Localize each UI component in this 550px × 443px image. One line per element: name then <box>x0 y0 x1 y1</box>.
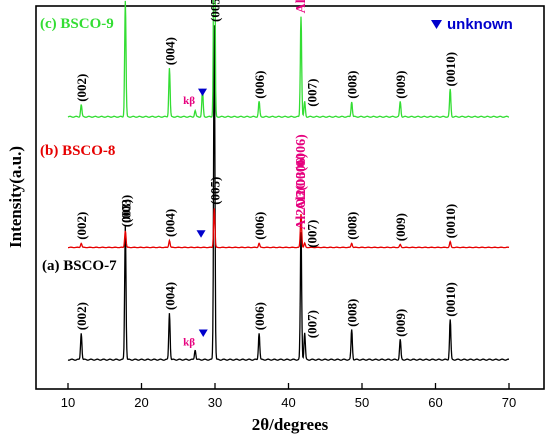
peak-label-005: (005) <box>207 177 222 205</box>
peak-label-002: (002) <box>74 302 89 330</box>
series-line-c-bsco-9 <box>67 0 510 118</box>
peak-label-0010: (0010) <box>443 282 458 317</box>
series-line-a-bsco-7 <box>67 25 509 361</box>
peak-label-002: (002) <box>74 74 89 102</box>
legend: unknown <box>431 16 513 33</box>
peak-label-009: (009) <box>393 213 408 241</box>
peak-label-008: (008) <box>345 212 360 240</box>
annotations: (a) BSCO-7 (002) (003) (004) (005) (006) Al2O3… <box>40 0 458 349</box>
x-axis-title: 2θ/degrees <box>252 415 329 434</box>
peak-label-009: (009) <box>393 71 408 99</box>
x-tick-label-10: 10 <box>61 395 75 410</box>
peak-label-009: (009) <box>393 309 408 337</box>
peak-label-0010: (0010) <box>443 52 458 87</box>
peak-label-004: (004) <box>162 37 177 65</box>
peak-label-007: (007) <box>305 79 320 107</box>
peak-label-al2o3-0006: Al2O3(0006) <box>294 0 309 13</box>
x-axis-ticks: 10 20 30 40 50 60 70 <box>61 383 516 410</box>
peak-label-007: (007) <box>305 310 320 338</box>
plot-frame <box>35 5 545 390</box>
x-tick-label-50: 50 <box>355 395 369 410</box>
x-tick-label-30: 30 <box>208 395 222 410</box>
x-tick-label-20: 20 <box>134 395 148 410</box>
y-axis-title: Intensity(a.u.) <box>6 146 25 248</box>
peak-label-006: (006) <box>252 71 267 99</box>
peak-label-008: (008) <box>345 299 360 327</box>
peak-label-al2o3-0006: Al2O3(0006) <box>294 134 309 211</box>
peak-label-003: (003) <box>118 195 133 223</box>
x-tick-label-70: 70 <box>502 395 516 410</box>
series-line-b-bsco-8 <box>68 208 510 249</box>
traces <box>67 0 510 361</box>
unknown-marker <box>198 329 208 338</box>
peak-label-007: (007) <box>305 220 320 248</box>
peak-label-003: (003) <box>118 199 133 227</box>
legend-marker <box>431 20 442 29</box>
peak-label-006: (006) <box>252 212 267 240</box>
kbeta-label: kβ <box>183 95 195 107</box>
peak-label-006: (006) <box>252 302 267 330</box>
unknown-marker <box>198 88 208 97</box>
peak-label-002: (002) <box>74 212 89 240</box>
series-name-a-bsco-7: (a) BSCO-7 <box>42 258 117 274</box>
x-tick-label-60: 60 <box>428 395 442 410</box>
series-name-b-bsco-8: (b) BSCO-8 <box>40 143 115 159</box>
peak-label-005: (005) <box>207 0 222 22</box>
series-name-c-bsco-9: (c) BSCO-9 <box>40 16 114 32</box>
kbeta-label: kβ <box>183 337 195 349</box>
unknown-marker <box>196 230 206 238</box>
peak-label-0010: (0010) <box>443 204 458 239</box>
legend-label: unknown <box>447 16 513 33</box>
peak-label-004: (004) <box>162 282 177 310</box>
peak-label-al2o3-0006: Al2O3(0006) <box>294 153 309 230</box>
peak-label-008: (008) <box>345 71 360 99</box>
x-tick-label-40: 40 <box>281 395 295 410</box>
peak-label-004: (004) <box>162 209 177 237</box>
